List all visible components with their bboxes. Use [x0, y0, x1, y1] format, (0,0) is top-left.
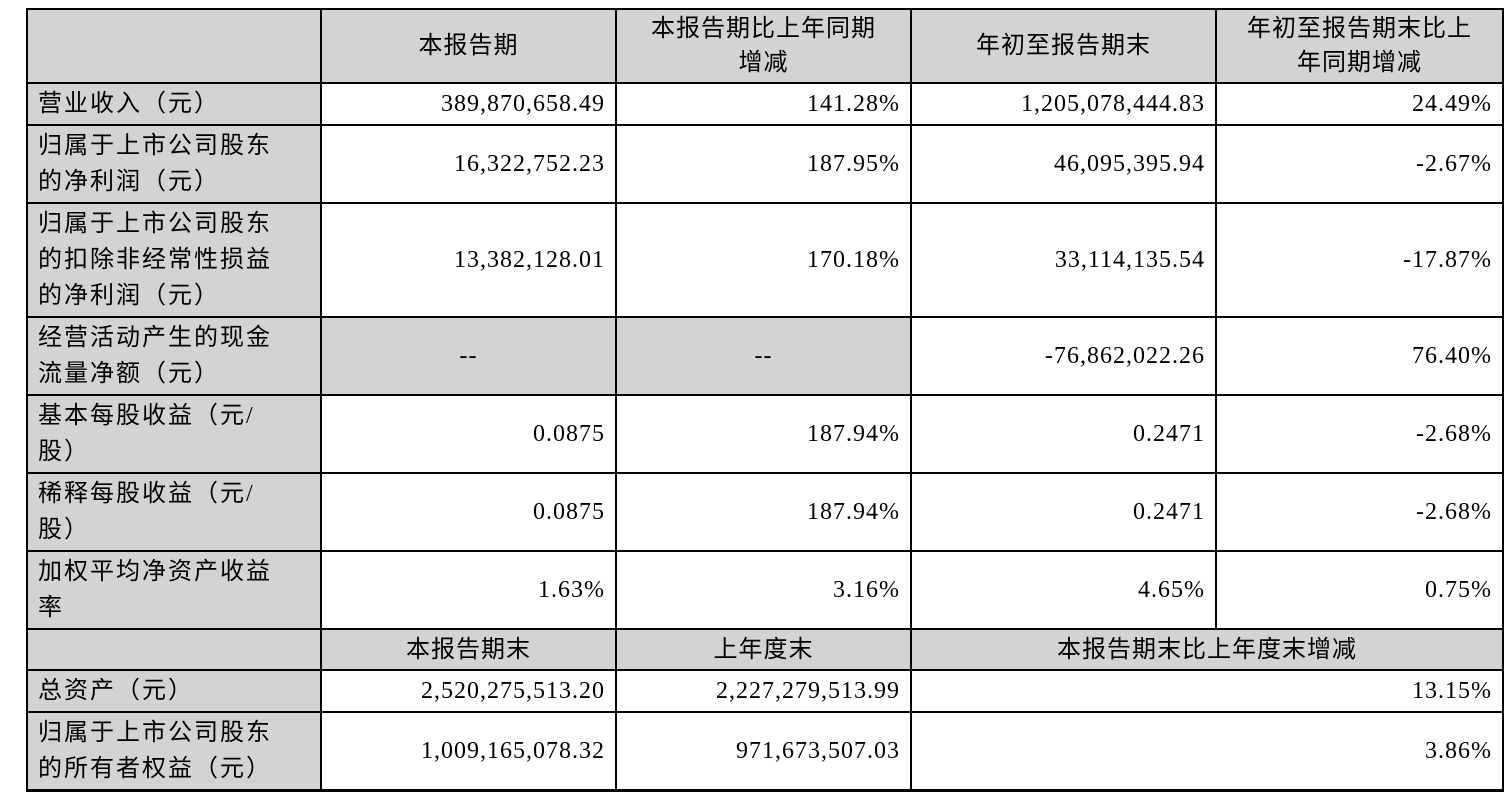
cell-value: -17.87%: [1215, 202, 1504, 318]
row-label-basic-eps: 基本每股收益（元/ 股）: [26, 394, 322, 474]
cell-value: --: [615, 316, 912, 396]
table-row: 归属于上市公司股东 的扣除非经常性损益 的净利润（元） 13,382,128.0…: [26, 202, 1504, 318]
table-row: 基本每股收益（元/ 股） 0.0875 187.94% 0.2471 -2.68…: [26, 394, 1504, 474]
col-header-current-period: 本报告期: [320, 8, 617, 84]
row-label-equity: 归属于上市公司股东 的所有者权益（元）: [26, 711, 322, 792]
col-header-change-vs-prior-year-end: 本报告期末比上年度末增减: [910, 628, 1504, 671]
cell-value: 0.2471: [910, 472, 1217, 552]
cell-value: 3.16%: [615, 550, 912, 630]
cell-value: 389,870,658.49: [320, 82, 617, 126]
row-label-net-profit-excl-nonrecurring: 归属于上市公司股东 的扣除非经常性损益 的净利润（元）: [26, 202, 322, 318]
col-header-end-of-period: 本报告期末: [320, 628, 617, 671]
header-row-position: 本报告期末 上年度末 本报告期末比上年度末增减: [26, 628, 1504, 671]
cell-value: 1,009,165,078.32: [320, 711, 617, 792]
cell-value: -2.68%: [1215, 394, 1504, 474]
cell-value: 187.95%: [615, 124, 912, 204]
col-header-ytd: 年初至报告期末: [910, 8, 1217, 84]
cell-value: -2.67%: [1215, 124, 1504, 204]
cell-value: 16,322,752.23: [320, 124, 617, 204]
cell-value: 187.94%: [615, 472, 912, 552]
header-row-period: 本报告期 本报告期比上年同期 增减 年初至报告期末 年初至报告期末比上 年同期增…: [26, 8, 1504, 84]
col-header-ytd-yoy: 年初至报告期末比上 年同期增减: [1215, 8, 1504, 84]
cell-value: 170.18%: [615, 202, 912, 318]
cell-value: 0.0875: [320, 472, 617, 552]
cell-value: 24.49%: [1215, 82, 1504, 126]
cell-value: 1,205,078,444.83: [910, 82, 1217, 126]
table-row: 加权平均净资产收益 率 1.63% 3.16% 4.65% 0.75%: [26, 550, 1504, 630]
cell-value: 13,382,128.01: [320, 202, 617, 318]
row-label-operating-cash-flow: 经营活动产生的现金 流量净额（元）: [26, 316, 322, 396]
corner-cell-blank: [26, 628, 322, 671]
table-row: 归属于上市公司股东 的净利润（元） 16,322,752.23 187.95% …: [26, 124, 1504, 204]
financial-summary-section: 本报告期 本报告期比上年同期 增减 年初至报告期末 年初至报告期末比上 年同期增…: [26, 8, 1504, 792]
cell-value: 1.63%: [320, 550, 617, 630]
cell-value: 4.65%: [910, 550, 1217, 630]
col-header-end-of-prior-year: 上年度末: [615, 628, 912, 671]
cell-value: --: [320, 316, 617, 396]
cell-value: 141.28%: [615, 82, 912, 126]
row-label-revenue: 营业收入（元）: [26, 82, 322, 126]
financial-summary-table: 本报告期 本报告期比上年同期 增减 年初至报告期末 年初至报告期末比上 年同期增…: [26, 8, 1504, 792]
cell-value: 0.2471: [910, 394, 1217, 474]
table-row: 营业收入（元） 389,870,658.49 141.28% 1,205,078…: [26, 82, 1504, 126]
cell-value: -76,862,022.26: [910, 316, 1217, 396]
table-row: 稀释每股收益（元/ 股） 0.0875 187.94% 0.2471 -2.68…: [26, 472, 1504, 552]
table-row: 经营活动产生的现金 流量净额（元） -- -- -76,862,022.26 7…: [26, 316, 1504, 396]
cell-value: 2,227,279,513.99: [615, 669, 912, 713]
cell-value: 13.15%: [910, 669, 1504, 713]
col-header-current-period-yoy: 本报告期比上年同期 增减: [615, 8, 912, 84]
cell-value: 971,673,507.03: [615, 711, 912, 792]
row-label-diluted-eps: 稀释每股收益（元/ 股）: [26, 472, 322, 552]
cell-value: 33,114,135.54: [910, 202, 1217, 318]
cell-value: -2.68%: [1215, 472, 1504, 552]
table-row: 总资产（元） 2,520,275,513.20 2,227,279,513.99…: [26, 669, 1504, 713]
cell-value: 3.86%: [910, 711, 1504, 792]
table-row: 归属于上市公司股东 的所有者权益（元） 1,009,165,078.32 971…: [26, 711, 1504, 792]
cell-value: 46,095,395.94: [910, 124, 1217, 204]
row-label-weighted-avg-roe: 加权平均净资产收益 率: [26, 550, 322, 630]
row-label-total-assets: 总资产（元）: [26, 669, 322, 713]
cell-value: 2,520,275,513.20: [320, 669, 617, 713]
cell-value: 0.75%: [1215, 550, 1504, 630]
row-label-net-profit: 归属于上市公司股东 的净利润（元）: [26, 124, 322, 204]
cell-value: 0.0875: [320, 394, 617, 474]
corner-cell-blank: [26, 8, 322, 84]
cell-value: 187.94%: [615, 394, 912, 474]
cell-value: 76.40%: [1215, 316, 1504, 396]
